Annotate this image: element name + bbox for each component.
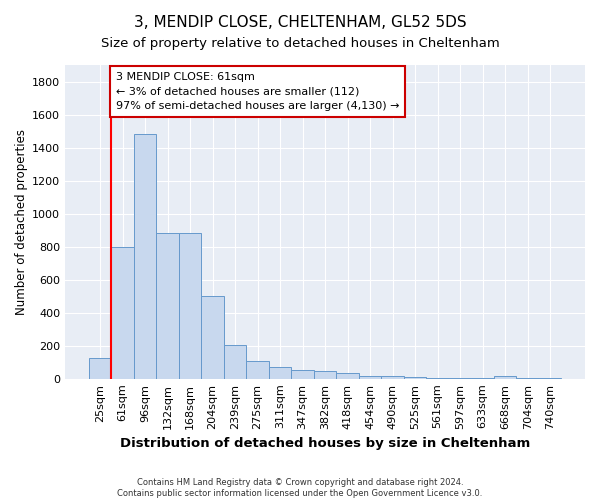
Text: Size of property relative to detached houses in Cheltenham: Size of property relative to detached ho…	[101, 38, 499, 51]
Bar	[111, 246, 134, 379]
Text: Contains HM Land Registry data © Crown copyright and database right 2024.
Contai: Contains HM Land Registry data © Crown c…	[118, 478, 482, 498]
Bar	[269, 367, 292, 379]
Bar	[292, 370, 314, 379]
Bar	[314, 372, 337, 379]
Bar	[247, 360, 269, 379]
Bar	[359, 376, 382, 379]
Bar	[494, 376, 517, 379]
Bar	[134, 134, 156, 379]
Y-axis label: Number of detached properties: Number of detached properties	[15, 129, 28, 315]
Bar	[337, 373, 359, 379]
Bar	[449, 378, 472, 379]
Bar	[427, 378, 449, 379]
Bar	[224, 345, 247, 379]
X-axis label: Distribution of detached houses by size in Cheltenham: Distribution of detached houses by size …	[120, 437, 530, 450]
Text: 3, MENDIP CLOSE, CHELTENHAM, GL52 5DS: 3, MENDIP CLOSE, CHELTENHAM, GL52 5DS	[134, 15, 466, 30]
Bar	[156, 234, 179, 379]
Bar	[179, 234, 202, 379]
Bar	[202, 296, 224, 379]
Bar	[382, 376, 404, 379]
Bar	[404, 377, 427, 379]
Bar	[89, 358, 111, 379]
Text: 3 MENDIP CLOSE: 61sqm
← 3% of detached houses are smaller (112)
97% of semi-deta: 3 MENDIP CLOSE: 61sqm ← 3% of detached h…	[116, 72, 399, 111]
